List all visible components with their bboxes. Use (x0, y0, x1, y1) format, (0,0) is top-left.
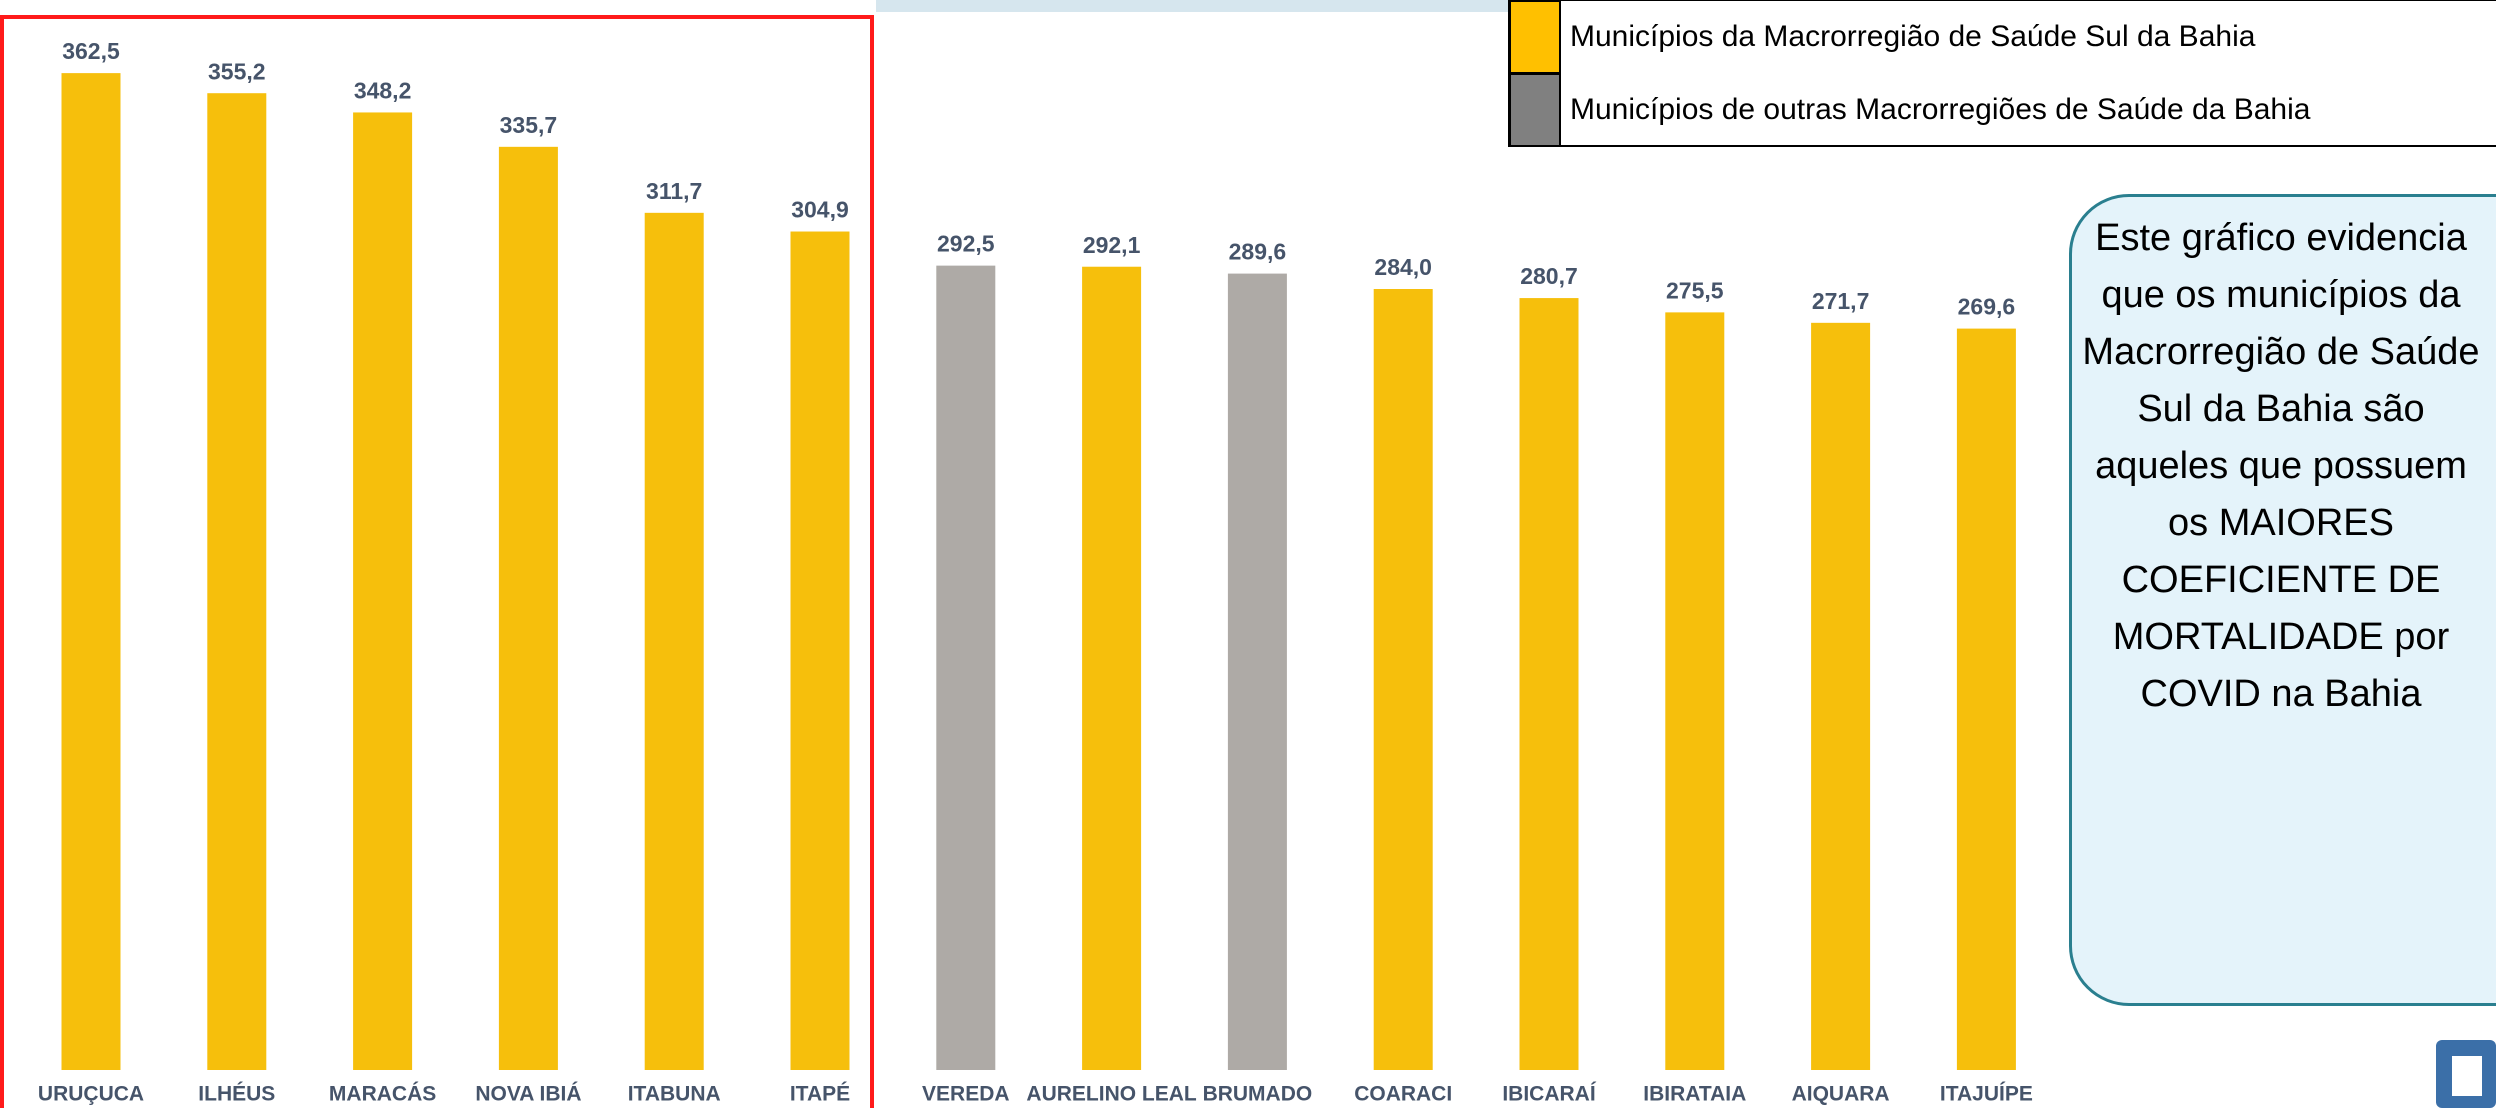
value-label: 275,5 (1666, 277, 1724, 303)
value-label: 335,7 (500, 112, 558, 138)
x-tick-label: AIQUARA (1792, 1083, 1890, 1106)
x-tick-label: IBIRATAIA (1643, 1083, 1746, 1106)
bar (1811, 322, 1871, 1070)
bar (353, 112, 413, 1070)
legend-label: Municípios da Macrorregião de Saúde Sul … (1570, 20, 2256, 53)
x-tick-label: COARACI (1354, 1083, 1452, 1106)
bar (207, 93, 267, 1070)
x-tick-label: NOVA IBIÁ (475, 1083, 581, 1106)
callout-box (2069, 194, 2496, 1006)
x-tick-label: AURELINO LEAL (1026, 1083, 1197, 1106)
x-tick-label: ILHÉUS (198, 1083, 275, 1106)
bar (1373, 289, 1433, 1070)
legend-swatch (1509, 0, 1561, 74)
bar (1665, 312, 1725, 1070)
bar (644, 212, 704, 1070)
x-tick-label: VEREDA (922, 1083, 1010, 1106)
legend-label: Municípios de outras Macrorregiões de Sa… (1570, 93, 2311, 126)
value-label: 289,6 (1229, 239, 1287, 265)
legend: Municípios da Macrorregião de Saúde Sul … (1509, 0, 2311, 147)
bar (1227, 273, 1287, 1071)
x-tick-label: ITABUNA (628, 1083, 721, 1106)
bar (1082, 266, 1142, 1071)
value-label: 284,0 (1374, 254, 1432, 280)
x-tick-label: ITAPÉ (790, 1083, 850, 1106)
x-tick-label: IBICARAÍ (1502, 1083, 1596, 1106)
value-label: 292,1 (1083, 232, 1141, 258)
bar (1519, 298, 1579, 1070)
value-label: 348,2 (354, 78, 412, 104)
value-label: 271,7 (1812, 288, 1870, 314)
value-label: 304,9 (791, 197, 849, 223)
bar (936, 265, 996, 1070)
bars: URUÇUCA 362,5 ILHÉUS 355,2 MARACÁS 348,2 NOVA … (38, 38, 2033, 1105)
legend-swatch (1509, 73, 1561, 147)
x-tick-label: ITAJUÍPE (1940, 1083, 2033, 1106)
bar (498, 146, 558, 1070)
value-label: 269,6 (1958, 294, 2016, 320)
bar (61, 73, 121, 1070)
bar (790, 231, 850, 1070)
legend-box (1508, 0, 2496, 147)
value-label: 280,7 (1520, 263, 1578, 289)
value-label: 311,7 (646, 178, 702, 204)
top-band (876, 0, 1510, 12)
x-tick-label: URUÇUCA (38, 1083, 144, 1106)
x-tick-label: MARACÁS (329, 1083, 436, 1106)
bar (1956, 328, 2016, 1071)
value-label: 362,5 (62, 38, 120, 64)
x-tick-label: BRUMADO (1203, 1083, 1313, 1106)
value-label: 355,2 (208, 58, 266, 84)
logo (2436, 1040, 2496, 1108)
highlight-box (0, 15, 874, 1108)
value-label: 292,5 (937, 231, 995, 257)
callout-text: Este gráfico evidencia que os municípios… (2082, 217, 2480, 715)
